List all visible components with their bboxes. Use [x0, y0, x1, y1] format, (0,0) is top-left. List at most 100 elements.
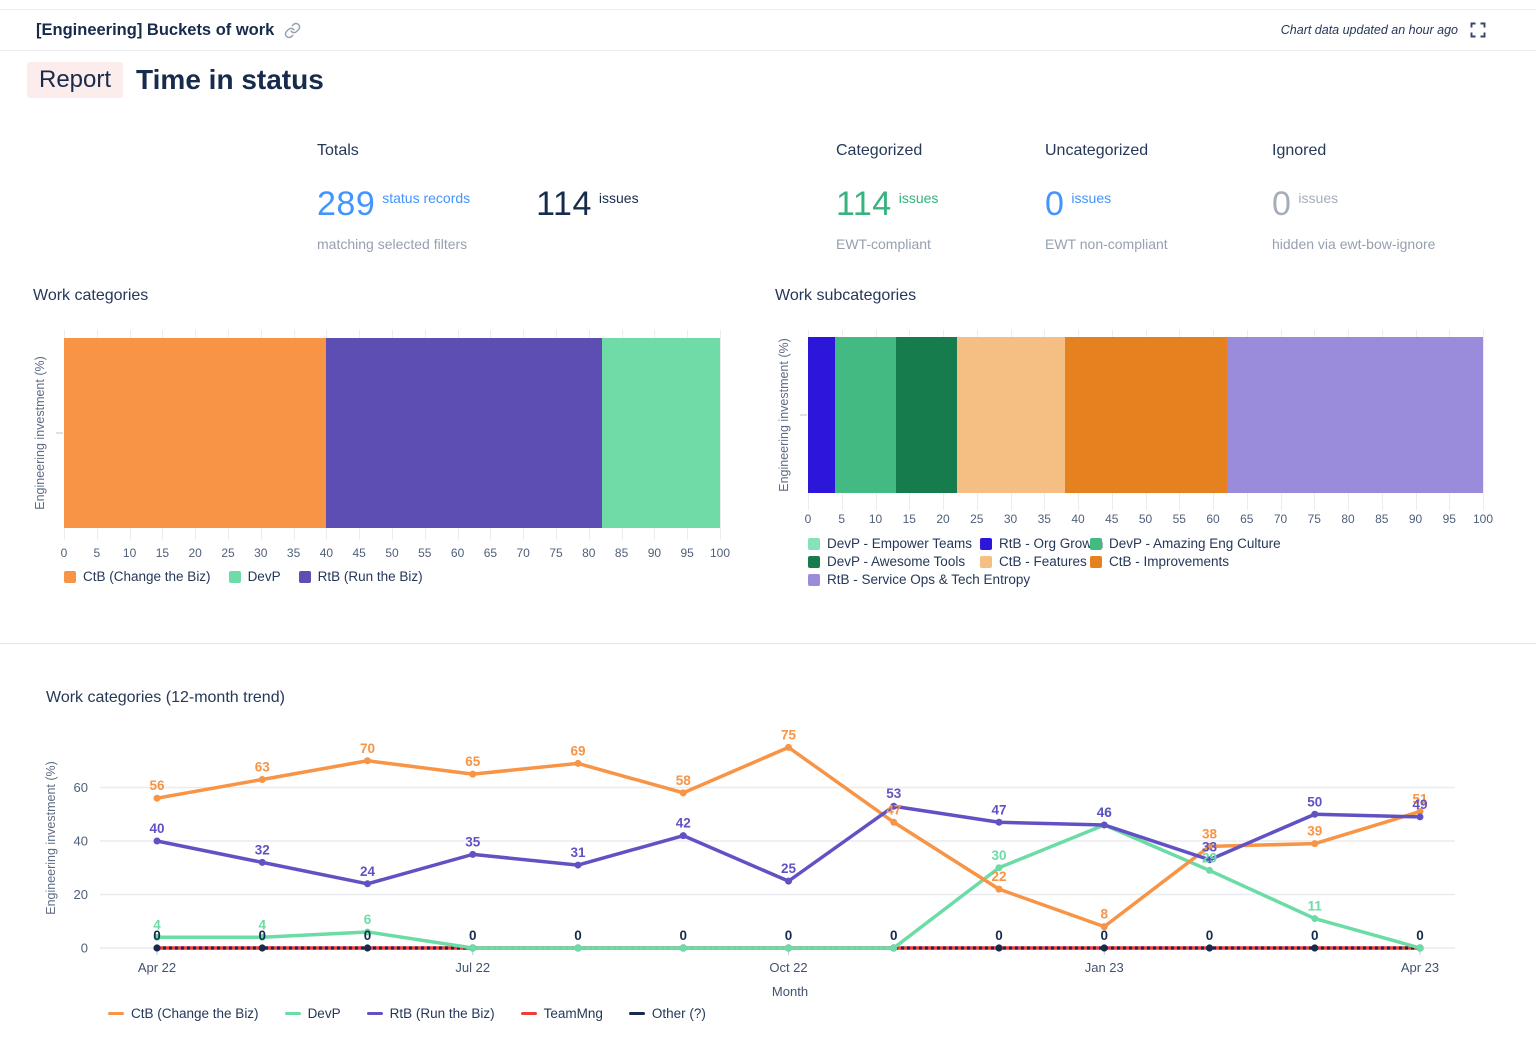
x-tick-label: 80	[1341, 512, 1355, 526]
legend-item-rtb-run-the-biz[interactable]: RtB (Run the Biz)	[366, 1006, 495, 1021]
x-tick-label: 80	[582, 546, 596, 560]
point-label-ctb-change-the-biz: 69	[570, 743, 585, 758]
point-marker-ctb-change-the-biz[interactable]	[258, 775, 266, 783]
point-label-zero: 0	[574, 928, 582, 943]
point-marker-ctb-change-the-biz[interactable]	[1100, 923, 1108, 931]
x-tick-label: Oct 22	[769, 960, 807, 975]
point-marker-ctb-change-the-biz[interactable]	[995, 885, 1003, 893]
legend-swatch	[808, 537, 820, 550]
point-label-zero: 0	[1100, 928, 1108, 943]
legend-item-rtb-org-growth[interactable]: RtB - Org Growth	[980, 536, 1103, 551]
legend-item-devp-amazing-eng-culture[interactable]: DevP - Amazing Eng Culture	[1090, 536, 1281, 551]
point-marker-rtb-run-the-biz[interactable]	[153, 837, 161, 845]
point-marker-devp[interactable]	[1416, 944, 1424, 952]
legend-item-devp-awesome-tools[interactable]: DevP - Awesome Tools	[808, 554, 980, 569]
legend-item-other[interactable]: Other (?)	[628, 1006, 706, 1021]
point-marker-other[interactable]	[258, 944, 266, 952]
legend-label: RtB (Run the Biz)	[317, 569, 423, 584]
legend-swatch	[64, 570, 76, 583]
point-marker-devp[interactable]	[1206, 866, 1213, 874]
legend-item-ctb-improvements[interactable]: CtB - Improvements	[1090, 554, 1281, 569]
legend-item-rtb-service-ops-tech-entropy[interactable]: RtB - Service Ops & Tech Entropy	[808, 572, 1030, 587]
point-marker-ctb-change-the-biz[interactable]	[1311, 840, 1319, 848]
stat-ignored: Ignored 0 issues hidden via ewt-bow-igno…	[1272, 142, 1435, 252]
point-marker-devp[interactable]	[679, 944, 687, 952]
bar-segment-ctb-features[interactable]	[956, 337, 1065, 493]
legend-item-rtb-run-the-biz[interactable]: RtB (Run the Biz)	[298, 569, 423, 584]
point-marker-rtb-run-the-biz[interactable]	[890, 802, 898, 810]
legend-item-devp[interactable]: DevP	[284, 1006, 341, 1021]
point-marker-other[interactable]	[1100, 944, 1108, 952]
stat-uncategorized-value: 0	[1045, 185, 1065, 223]
legend-label: DevP	[307, 1006, 341, 1021]
point-marker-devp[interactable]	[258, 933, 266, 941]
x-axis-ticks: 0 5 10 15 20 25 30 35 40 45 50 55 60 65 70 75 80 85 90 95 10…	[61, 546, 730, 562]
point-marker-devp[interactable]	[1311, 915, 1319, 923]
point-label-zero: 0	[258, 928, 266, 943]
legend-item-devp-empower-teams[interactable]: DevP - Empower Teams	[808, 536, 980, 551]
point-label-ctb-change-the-biz: 47	[886, 802, 901, 817]
point-marker-rtb-run-the-biz[interactable]	[1311, 810, 1319, 818]
point-marker-devp[interactable]	[364, 928, 371, 936]
legend-item-ctb-change-the-biz[interactable]: CtB (Change the Biz)	[64, 569, 211, 584]
point-marker-devp[interactable]	[890, 944, 898, 952]
point-marker-rtb-run-the-biz[interactable]	[995, 818, 1003, 826]
x-tick-label: 15	[902, 512, 916, 526]
point-marker-rtb-run-the-biz[interactable]	[679, 832, 687, 840]
bar-segment-ctb-improvements[interactable]	[1064, 337, 1227, 493]
point-marker-rtb-run-the-biz[interactable]	[785, 877, 792, 885]
point-label-devp: 4	[258, 917, 266, 932]
legend-swatch	[1090, 537, 1102, 550]
bar-segment-rtb-service-ops-tech-entropy[interactable]	[1226, 337, 1483, 493]
x-tick-label: 75	[1307, 512, 1321, 526]
legend-label: DevP	[247, 569, 281, 584]
x-tick-label: 90	[647, 546, 662, 560]
legend-item-ctb-change-the-biz[interactable]: CtB (Change the Biz)	[108, 1006, 259, 1021]
point-marker-other[interactable]	[153, 944, 161, 952]
point-marker-other[interactable]	[1311, 944, 1319, 952]
point-label-rtb-run-the-biz: 33	[1202, 840, 1218, 855]
series-line-ctb-change-the-biz[interactable]	[155, 745, 1422, 929]
legend-item-ctb-features[interactable]: CtB - Features	[980, 554, 1090, 569]
point-marker-rtb-run-the-biz[interactable]	[258, 858, 266, 866]
bar-segment-ctb-change-the-biz[interactable]	[64, 338, 327, 528]
point-marker-ctb-change-the-biz[interactable]	[574, 759, 582, 767]
point-marker-ctb-change-the-biz[interactable]	[890, 818, 898, 826]
point-marker-rtb-run-the-biz[interactable]	[469, 850, 477, 858]
x-tick-label: 65	[1240, 512, 1254, 526]
trend-chart-legend: CtB (Change the Biz) DevP RtB (Run the Biz…	[108, 1006, 706, 1021]
point-marker-devp[interactable]	[574, 944, 582, 952]
point-marker-rtb-run-the-biz[interactable]	[574, 861, 582, 869]
work-subcategories-title: Work subcategories	[775, 287, 917, 304]
bar-segment-rtb-run-the-biz[interactable]	[326, 338, 602, 528]
point-marker-other[interactable]	[995, 944, 1003, 952]
legend-swatch	[628, 1012, 645, 1015]
link-icon[interactable]	[284, 22, 301, 39]
legend-item-devp[interactable]: DevP	[228, 569, 281, 584]
point-marker-devp[interactable]	[995, 864, 1003, 872]
point-marker-rtb-run-the-biz[interactable]	[1100, 821, 1108, 829]
point-marker-ctb-change-the-biz[interactable]	[364, 757, 371, 765]
point-marker-ctb-change-the-biz[interactable]	[785, 743, 792, 751]
legend-item-teammng[interactable]: TeamMng	[520, 1006, 603, 1021]
point-marker-ctb-change-the-biz[interactable]	[1416, 808, 1424, 816]
point-marker-devp[interactable]	[153, 933, 161, 941]
bar-segment-devp[interactable]	[601, 338, 720, 528]
point-marker-rtb-run-the-biz[interactable]	[1206, 856, 1213, 864]
point-marker-other[interactable]	[363, 944, 372, 952]
point-marker-ctb-change-the-biz[interactable]	[153, 794, 161, 802]
point-marker-other[interactable]	[1205, 944, 1214, 952]
point-marker-rtb-run-the-biz[interactable]	[364, 880, 371, 888]
fullscreen-icon[interactable]	[1470, 22, 1486, 38]
point-marker-ctb-change-the-biz[interactable]	[469, 770, 477, 778]
point-marker-devp[interactable]	[469, 944, 477, 952]
point-marker-ctb-change-the-biz[interactable]	[679, 789, 687, 797]
bar-segment-rtb-org-growth[interactable]	[808, 337, 835, 493]
bar-segment-devp-amazing-eng-culture[interactable]	[835, 337, 896, 493]
bar-segment-devp-awesome-tools[interactable]	[895, 337, 957, 493]
point-marker-rtb-run-the-biz[interactable]	[1416, 813, 1424, 821]
point-marker-devp[interactable]	[785, 944, 792, 952]
point-marker-ctb-change-the-biz[interactable]	[1206, 842, 1213, 850]
